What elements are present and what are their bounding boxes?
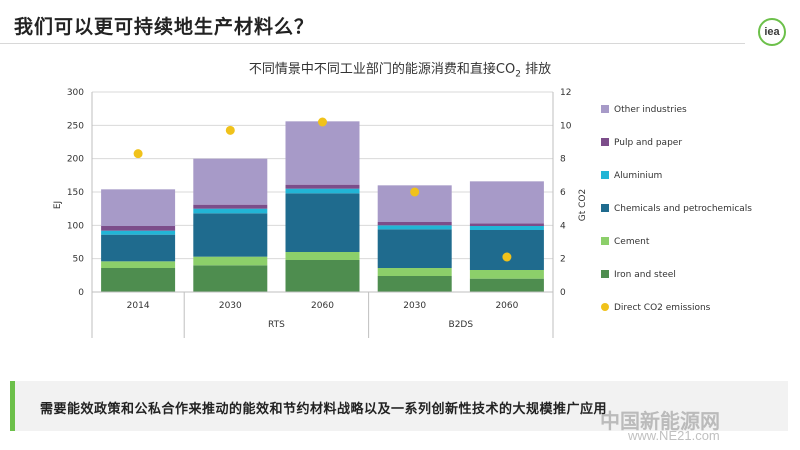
x-tick-label: 2014 — [127, 301, 150, 311]
bar-segment — [285, 121, 360, 185]
legend-label: Other industries — [614, 105, 687, 115]
y-tick-label: 0 — [78, 288, 84, 298]
y2-tick-label: 6 — [560, 188, 566, 198]
bar-segment — [285, 193, 360, 252]
bar-segment — [377, 229, 452, 268]
bar-segment — [377, 225, 452, 230]
bar-segment — [193, 213, 268, 257]
bar-segment — [193, 256, 268, 266]
bar-segment — [377, 268, 452, 276]
emission-point — [502, 252, 512, 262]
iea-logo: iea — [758, 18, 786, 46]
legend-label: Iron and steel — [614, 270, 676, 280]
x-tick-label: 2030 — [403, 301, 426, 311]
bar-segment — [469, 181, 544, 224]
bar-segment — [377, 222, 452, 226]
watermark-url: www.NE21.com — [628, 428, 720, 443]
chart-title-prefix: 不同情景中不同工业部门的能源消费和直接CO — [248, 62, 516, 77]
legend-swatch — [601, 204, 609, 212]
bar-segment — [469, 223, 544, 226]
title-divider — [0, 43, 745, 44]
bar-segment — [469, 226, 544, 230]
bar-segment — [193, 208, 268, 214]
y-tick-label: 50 — [73, 255, 85, 265]
legend-label: Cement — [614, 237, 650, 247]
bar-segment — [101, 268, 176, 292]
chart-title-subscript: 2 — [515, 69, 521, 80]
legend-swatch — [601, 138, 609, 146]
page-title: 我们可以更可持续地生产材料么？ — [14, 16, 315, 38]
bar-segment — [469, 278, 544, 292]
bar-segment — [101, 230, 176, 235]
x-group-label: B2DS — [449, 320, 474, 330]
bar-segment — [285, 252, 360, 260]
legend-label: Pulp and paper — [614, 138, 682, 148]
y-tick-label: 200 — [67, 155, 84, 165]
legend-label: Direct CO2 emissions — [614, 303, 711, 313]
bar-segment — [285, 188, 360, 194]
x-tick-label: 2060 — [311, 301, 334, 311]
bar-segment — [285, 260, 360, 292]
bar-segment — [469, 230, 544, 270]
bar-segment — [193, 158, 268, 205]
legend-label: Chemicals and petrochemicals — [614, 204, 752, 214]
legend-swatch — [601, 270, 609, 278]
bar-segment — [101, 226, 176, 231]
bar-segment — [101, 189, 176, 226]
bar-segment — [193, 204, 268, 209]
bar-segment — [193, 265, 268, 292]
legend-swatch — [601, 237, 609, 245]
legend-swatch — [601, 171, 609, 179]
bottom-message-box — [10, 381, 788, 431]
y2-tick-label: 0 — [560, 288, 566, 298]
chart-title: 不同情景中不同工业部门的能源消费和直接CO2 排放 — [0, 58, 800, 80]
y-axis-label: EJ — [53, 201, 63, 209]
bar-segment — [377, 276, 452, 292]
bottom-message: 需要能效政策和公私合作来推动的能效和节约材料战略以及一系列创新性技术的大规模推广… — [40, 402, 608, 417]
y2-tick-label: 2 — [560, 255, 566, 265]
emission-point — [410, 187, 420, 197]
bar-segment — [285, 184, 360, 189]
emission-point — [133, 149, 143, 159]
y-tick-label: 250 — [67, 121, 84, 131]
emission-point — [318, 117, 327, 127]
legend-label: Aluminium — [614, 171, 662, 181]
y2-tick-label: 4 — [560, 221, 566, 231]
y-tick-label: 300 — [67, 88, 84, 98]
y2-tick-label: 10 — [560, 121, 572, 131]
emission-point — [225, 125, 235, 135]
y2-tick-label: 12 — [560, 88, 571, 98]
bar-segment — [101, 234, 176, 262]
legend-swatch — [601, 303, 609, 311]
chart-title-suffix: 排放 — [520, 62, 552, 77]
logo-text: iea — [764, 26, 780, 38]
energy-emissions-chart: 0 50 100 150 200 250 300 0 2 4 6 8 10 12 EJ Gt CO2 2014 2… — [53, 88, 752, 338]
bottom-accent-bar — [10, 381, 15, 431]
x-tick-label: 2030 — [219, 301, 242, 311]
y2-tick-label: 8 — [560, 155, 566, 165]
bar-segment — [469, 270, 544, 279]
watermark: 中国新能源网 — [600, 411, 720, 433]
y2-axis-label: Gt CO2 — [578, 189, 588, 221]
y-tick-label: 150 — [67, 188, 84, 198]
x-tick-label: 2060 — [495, 301, 518, 311]
legend-swatch — [601, 105, 609, 113]
bar-segment — [101, 261, 176, 268]
y-tick-label: 100 — [67, 221, 84, 231]
x-group-label: RTS — [268, 320, 285, 330]
